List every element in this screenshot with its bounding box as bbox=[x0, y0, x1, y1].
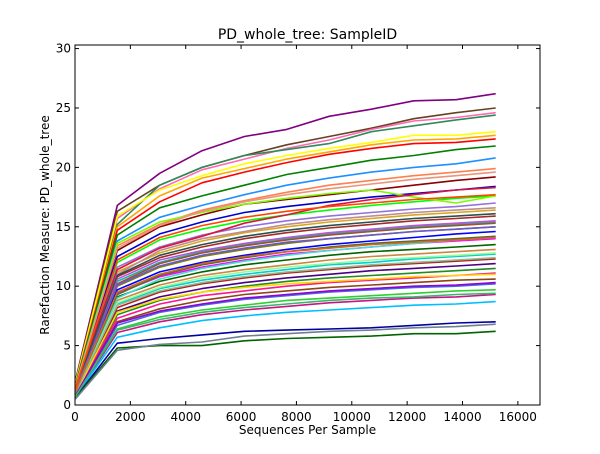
y-tick-label: 10 bbox=[56, 279, 71, 293]
series-line-32 bbox=[74, 300, 496, 398]
x-tick-label: 10000 bbox=[333, 410, 371, 424]
series-line-28 bbox=[74, 278, 496, 396]
series-line-49 bbox=[74, 256, 496, 394]
x-axis-ticks: 0 2000 4000 6000 8000 10000 12000 14000 16000 bbox=[71, 45, 537, 424]
y-tick-label: 20 bbox=[56, 160, 71, 174]
series-line-38 bbox=[74, 220, 496, 391]
y-axis-ticks: 0 5 10 15 20 25 30 bbox=[56, 42, 540, 412]
y-tick-label: 0 bbox=[63, 398, 71, 412]
series-line-41 bbox=[74, 222, 496, 391]
series-line-7 bbox=[74, 138, 496, 387]
plot-frame bbox=[74, 44, 541, 406]
series-line-8 bbox=[74, 145, 496, 387]
series-line-1 bbox=[74, 92, 496, 382]
series-line-48 bbox=[74, 193, 496, 389]
series-line-51 bbox=[74, 281, 496, 396]
y-axis-label: Rarefaction Measure: PD_whole_tree bbox=[38, 115, 52, 334]
series-layer bbox=[74, 92, 496, 400]
series-line-39 bbox=[74, 273, 496, 395]
x-tick-label: 6000 bbox=[226, 410, 257, 424]
series-line-21 bbox=[74, 243, 496, 393]
series-line-50 bbox=[74, 236, 496, 393]
series-line-14 bbox=[74, 202, 496, 390]
series-line-35 bbox=[74, 323, 496, 400]
series-line-19 bbox=[74, 230, 496, 393]
series-line-2 bbox=[74, 107, 496, 383]
x-tick-label: 2000 bbox=[115, 410, 146, 424]
series-line-47 bbox=[74, 226, 496, 391]
y-tick-label: 15 bbox=[56, 220, 71, 234]
y-tick-label: 5 bbox=[63, 339, 71, 353]
series-line-52 bbox=[74, 292, 496, 398]
series-line-6 bbox=[74, 134, 496, 386]
series-line-5 bbox=[74, 130, 496, 384]
x-tick-label: 14000 bbox=[443, 410, 481, 424]
series-line-29 bbox=[74, 283, 496, 396]
series-line-17 bbox=[74, 221, 496, 391]
x-tick-label: 0 bbox=[71, 410, 79, 424]
y-tick-label: 25 bbox=[56, 101, 71, 115]
series-line-25 bbox=[74, 262, 496, 395]
series-line-16 bbox=[74, 215, 496, 391]
x-tick-label: 8000 bbox=[281, 410, 312, 424]
chart-title: PD_whole_tree: SampleID bbox=[218, 27, 397, 43]
series-line-22 bbox=[74, 248, 496, 394]
series-line-23 bbox=[74, 253, 496, 394]
series-line-11 bbox=[74, 176, 496, 389]
x-tick-label: 4000 bbox=[170, 410, 201, 424]
x-axis-label: Sequences Per Sample bbox=[239, 423, 376, 437]
x-tick-label: 16000 bbox=[499, 410, 537, 424]
y-tick-label: 30 bbox=[56, 42, 71, 56]
series-line-33 bbox=[74, 321, 496, 399]
series-line-36 bbox=[74, 207, 496, 390]
series-line-24 bbox=[74, 258, 496, 394]
series-line-42 bbox=[74, 186, 496, 389]
series-line-31 bbox=[74, 293, 496, 398]
series-line-10 bbox=[74, 167, 496, 388]
series-line-30 bbox=[74, 289, 496, 396]
series-line-45 bbox=[74, 171, 496, 388]
series-line-44 bbox=[74, 252, 496, 394]
x-tick-label: 12000 bbox=[388, 410, 426, 424]
series-line-43 bbox=[74, 212, 496, 390]
series-line-26 bbox=[74, 267, 496, 395]
series-line-9 bbox=[74, 157, 496, 388]
